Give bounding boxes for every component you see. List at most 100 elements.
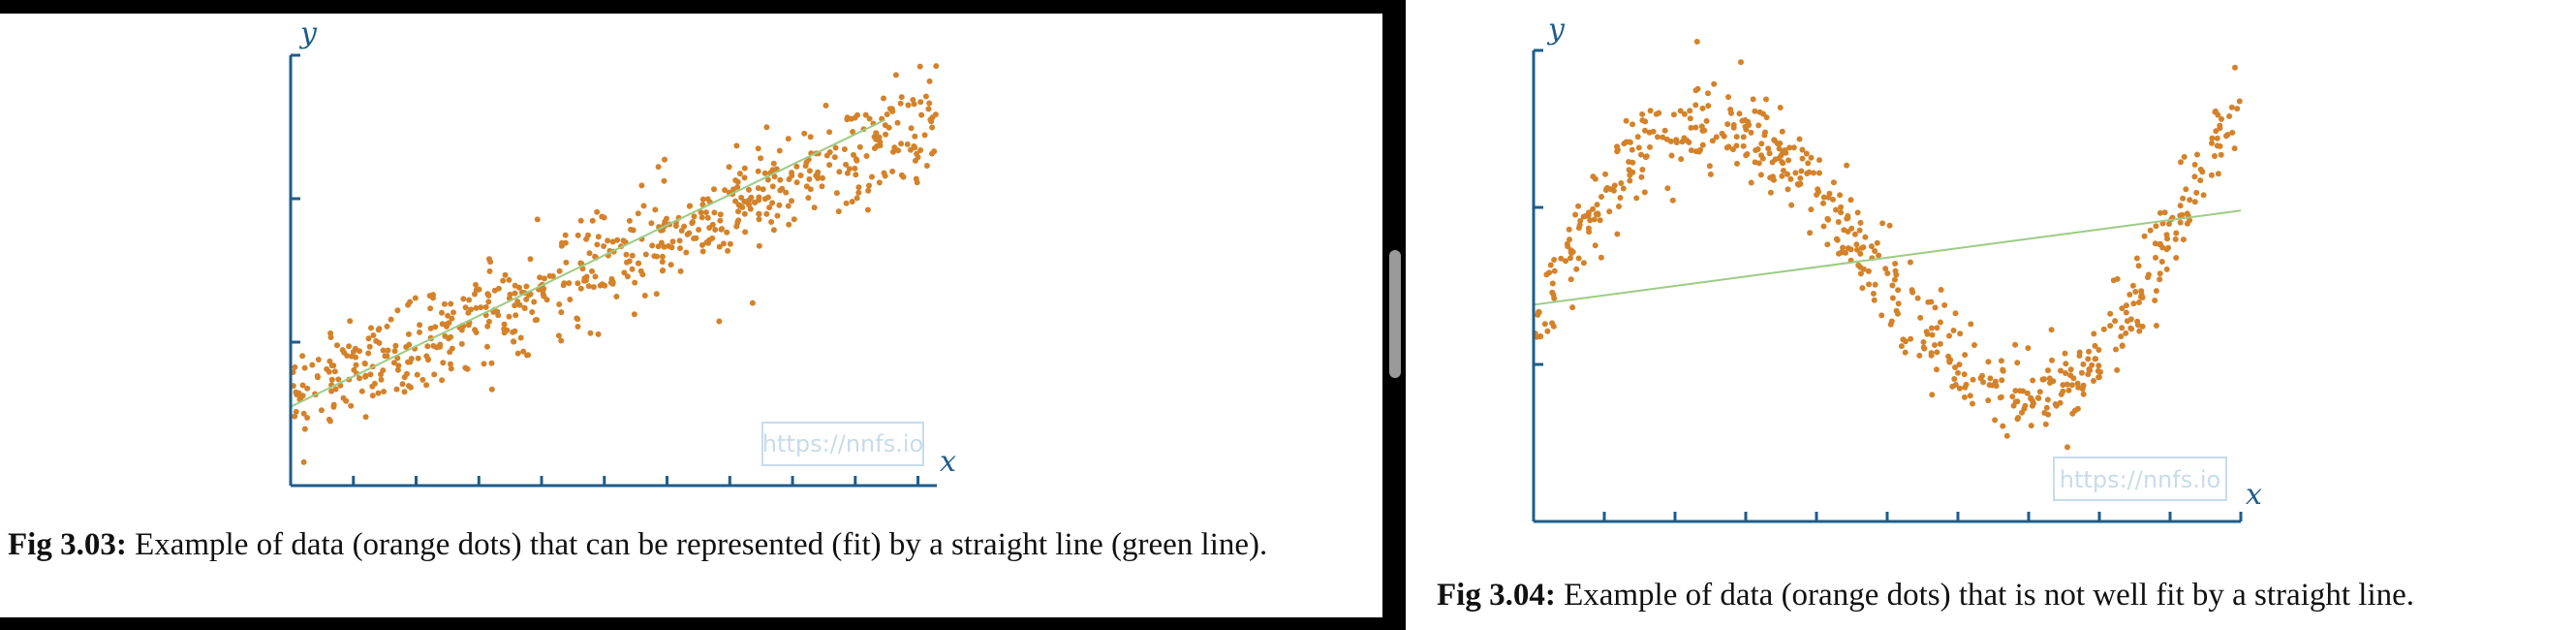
data-point	[923, 163, 930, 169]
data-point	[2042, 421, 2049, 427]
data-point	[1670, 111, 1677, 118]
data-point	[1754, 146, 1761, 152]
data-point	[1845, 212, 1851, 219]
data-point	[1647, 108, 1654, 114]
data-point	[294, 392, 300, 398]
data-point	[2028, 395, 2034, 402]
data-point	[1551, 268, 1558, 274]
data-point	[846, 166, 853, 173]
data-point	[853, 172, 859, 178]
data-point	[1567, 249, 1574, 256]
data-point	[384, 353, 390, 360]
data-point	[1862, 234, 1869, 240]
data-point	[326, 416, 332, 423]
data-point	[1771, 176, 1777, 183]
data-point	[315, 357, 322, 362]
data-point	[1687, 108, 1693, 114]
data-point	[2036, 389, 2043, 395]
data-point	[1799, 146, 1806, 153]
data-point	[1955, 369, 1961, 376]
data-point	[1792, 170, 1799, 176]
data-point	[785, 203, 791, 209]
data-point	[482, 303, 489, 310]
data-point	[815, 169, 822, 175]
data-point	[789, 170, 795, 176]
data-point	[1703, 117, 1710, 124]
data-point	[2107, 310, 2114, 317]
data-point	[2139, 323, 2146, 330]
data-point	[789, 198, 794, 205]
data-point	[755, 168, 761, 174]
data-point	[2113, 346, 2119, 353]
data-point	[424, 343, 431, 350]
data-point	[1586, 209, 1592, 216]
data-point	[1838, 249, 1845, 256]
data-point	[592, 253, 599, 260]
data-point	[2153, 254, 2158, 261]
data-point	[635, 260, 641, 267]
data-point	[594, 241, 601, 248]
data-point	[585, 283, 592, 290]
data-point	[613, 294, 620, 299]
data-point	[601, 243, 607, 249]
data-point	[2058, 391, 2064, 397]
data-point	[1759, 155, 1766, 162]
data-point	[1779, 128, 1785, 135]
data-point	[890, 148, 896, 155]
data-point	[1857, 219, 1864, 226]
caption-text: Example of data (orange dots) that can b…	[126, 527, 1268, 562]
data-point	[1547, 262, 1554, 268]
data-point	[1686, 139, 1692, 145]
data-point	[1888, 318, 1895, 325]
data-point	[1688, 147, 1694, 154]
data-point	[629, 266, 636, 272]
data-point	[2163, 246, 2170, 253]
data-point	[1595, 211, 1601, 218]
data-point	[445, 312, 451, 319]
data-point	[324, 365, 330, 372]
data-point	[560, 282, 567, 289]
data-point	[884, 111, 890, 117]
data-point	[2197, 166, 2204, 173]
data-point	[393, 386, 400, 393]
data-point	[1681, 135, 1688, 142]
data-point	[1638, 173, 1645, 180]
data-point	[1884, 270, 1891, 276]
data-point	[756, 242, 762, 249]
data-point	[1762, 129, 1768, 136]
data-point	[1870, 291, 1877, 297]
data-point	[2126, 292, 2133, 298]
data-point	[581, 275, 588, 282]
data-point	[696, 227, 702, 233]
data-point	[832, 144, 839, 151]
data-point	[439, 321, 446, 328]
data-point	[1550, 292, 1557, 299]
data-point	[401, 389, 408, 395]
scrollbar-thumb[interactable]	[1389, 250, 1401, 378]
data-point	[917, 147, 924, 153]
data-point	[395, 362, 402, 369]
data-point	[779, 185, 786, 192]
data-point	[348, 402, 355, 409]
data-point	[835, 208, 842, 215]
data-point	[1642, 127, 1648, 134]
data-point	[873, 130, 880, 137]
data-point	[1860, 244, 1867, 251]
data-point	[1859, 285, 1866, 292]
data-point	[439, 309, 445, 316]
data-point	[1639, 167, 1646, 173]
data-point	[514, 299, 521, 305]
data-point	[587, 330, 594, 336]
data-point	[1577, 217, 1584, 224]
data-point	[755, 185, 761, 192]
data-point	[863, 153, 870, 159]
data-point	[1598, 194, 1604, 200]
data-point	[594, 208, 601, 215]
data-point	[605, 237, 611, 244]
data-point	[1816, 170, 1822, 176]
data-point	[2129, 282, 2136, 289]
data-point	[365, 350, 372, 357]
data-point	[1946, 332, 1952, 339]
figure-panel-right: y x https://nnfs.io Fig 3.04: Example of…	[1406, 0, 2576, 630]
data-point	[1549, 280, 1556, 287]
